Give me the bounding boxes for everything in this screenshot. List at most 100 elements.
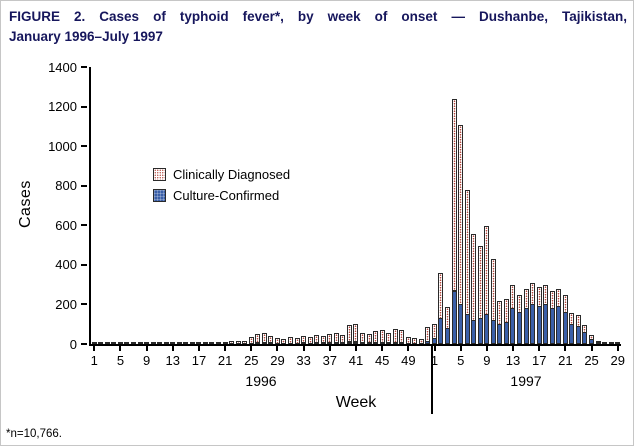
legend-item-culture-confirmed: Culture-Confirmed: [153, 188, 290, 203]
bar-clinically-diagnosed: [216, 342, 222, 344]
bar-clinically-diagnosed: [412, 337, 418, 344]
bar-clinically-diagnosed: [314, 334, 320, 344]
bar-culture-confirmed: [464, 314, 470, 344]
x-tick-label: 29: [270, 353, 285, 368]
bar-clinically-diagnosed: [405, 336, 411, 344]
bar-culture-confirmed: [536, 306, 542, 344]
x-tick-mark: [302, 346, 305, 351]
bar-clinically-diagnosed: [484, 225, 490, 315]
bar-clinically-diagnosed: [294, 337, 300, 344]
bar-culture-confirmed: [471, 320, 477, 344]
x-tick-label: 41: [348, 353, 364, 368]
bar-clinically-diagnosed: [130, 342, 136, 344]
bar-clinically-diagnosed: [582, 324, 588, 333]
x-tick-mark: [197, 346, 200, 351]
bar-culture-confirmed: [523, 308, 529, 344]
bar-clinically-diagnosed: [91, 341, 97, 344]
x-tick-label: 17: [531, 353, 547, 368]
bar-clinically-diagnosed: [248, 336, 254, 344]
bar-clinically-diagnosed: [366, 333, 372, 344]
bar-culture-confirmed: [503, 322, 509, 344]
bar-clinically-diagnosed: [137, 342, 143, 344]
bar-clinically-diagnosed: [562, 295, 568, 313]
bar-clinically-diagnosed: [373, 330, 379, 343]
y-tick-label: 200: [55, 296, 77, 312]
y-tick-mark: [81, 263, 87, 266]
bar-clinically-diagnosed: [333, 332, 339, 343]
bar-clinically-diagnosed: [438, 273, 444, 319]
x-tick-label: 5: [457, 353, 465, 368]
bar-clinically-diagnosed: [183, 342, 189, 344]
bar-clinically-diagnosed: [170, 342, 176, 344]
bar-culture-confirmed: [510, 308, 516, 344]
y-tick-label: 400: [55, 257, 77, 273]
bar-clinically-diagnosed: [281, 338, 287, 344]
bar-clinically-diagnosed: [163, 342, 169, 344]
bar-clinically-diagnosed: [451, 99, 457, 292]
x-tick-label: 25: [584, 353, 599, 368]
bar-clinically-diagnosed: [287, 336, 293, 344]
bar-culture-confirmed: [549, 308, 555, 344]
figure-title-line2: January 1996–July 1997: [9, 28, 163, 44]
bar-clinically-diagnosed: [229, 340, 235, 344]
bar-culture-confirmed: [431, 338, 437, 344]
x-tick-label: 5: [116, 353, 125, 368]
x-tick-mark: [224, 346, 227, 351]
y-tick-mark: [81, 303, 87, 306]
bar-clinically-diagnosed: [104, 342, 110, 344]
bar-clinically-diagnosed: [471, 233, 477, 321]
bar-clinically-diagnosed: [261, 332, 267, 343]
x-tick-label: 9: [142, 353, 151, 368]
bar-clinically-diagnosed: [202, 342, 208, 344]
y-tick-mark: [81, 145, 87, 148]
y-tick-mark: [81, 66, 87, 68]
x-tick-mark: [564, 346, 567, 351]
bar-clinically-diagnosed: [209, 342, 215, 344]
x-tick-label: 1: [430, 353, 439, 368]
year-label-1997: 1997: [510, 373, 542, 389]
year-label-1996: 1996: [245, 373, 277, 389]
bar-culture-confirmed: [451, 290, 457, 344]
bar-clinically-diagnosed: [327, 333, 333, 343]
x-tick-mark: [93, 346, 96, 351]
bar-culture-confirmed: [458, 304, 464, 344]
bar-clinically-diagnosed: [98, 342, 104, 344]
bar-clinically-diagnosed: [536, 287, 542, 307]
year-divider-line: [431, 344, 433, 414]
y-tick-label: 0: [69, 336, 77, 352]
bar-culture-confirmed: [562, 312, 568, 344]
bar-culture-confirmed: [490, 320, 496, 344]
bar-clinically-diagnosed: [222, 341, 228, 344]
bar-clinically-diagnosed: [458, 124, 464, 305]
bar-clinically-diagnosed: [425, 326, 431, 342]
x-tick-label: 33: [296, 353, 311, 368]
bar-clinically-diagnosed: [320, 335, 326, 344]
bar-culture-confirmed: [556, 306, 562, 344]
footnote: *n=10,766.: [6, 428, 62, 440]
bar-culture-confirmed: [530, 304, 536, 344]
bar-clinically-diagnosed: [615, 342, 621, 344]
x-tick-mark: [538, 346, 541, 351]
bar-clinically-diagnosed: [144, 342, 150, 344]
bar-clinically-diagnosed: [503, 299, 509, 323]
y-tick-mark: [81, 105, 87, 108]
x-tick-mark: [145, 346, 148, 351]
bar-clinically-diagnosed: [268, 335, 274, 344]
x-tick-label: 37: [322, 353, 338, 368]
bar-clinically-diagnosed: [150, 342, 156, 344]
bar-clinically-diagnosed: [575, 314, 581, 327]
y-axis-title: Cases: [17, 180, 34, 228]
bar-clinically-diagnosed: [445, 306, 451, 329]
y-tick-mark: [81, 224, 87, 227]
bar-culture-confirmed: [575, 326, 581, 344]
bar-culture-confirmed: [477, 318, 483, 344]
y-tick-label: 800: [55, 178, 77, 194]
bar-clinically-diagnosed: [497, 300, 503, 325]
plot-area: Clinically Diagnosed Culture-Confirmed: [89, 67, 621, 414]
bar-clinically-diagnosed: [176, 342, 182, 344]
bar-clinically-diagnosed: [189, 342, 195, 344]
x-tick-label: 13: [165, 353, 181, 368]
legend-item-clinically-diagnosed: Clinically Diagnosed: [153, 167, 290, 182]
legend: Clinically Diagnosed Culture-Confirmed: [153, 167, 290, 203]
figure-title: FIGURE 2. Cases of typhoid fever*, by we…: [9, 7, 627, 46]
